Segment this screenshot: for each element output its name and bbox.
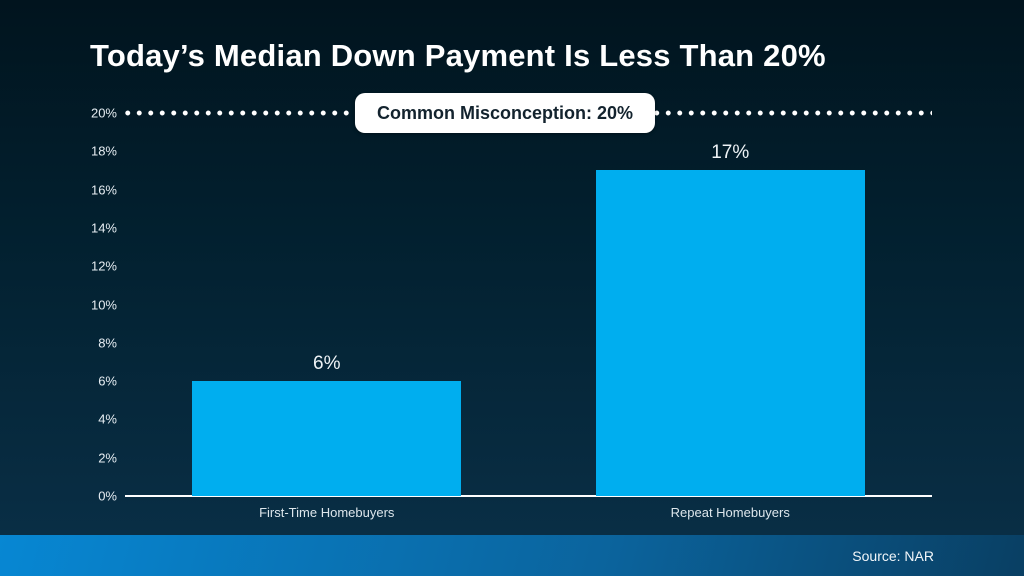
x-axis-labels: First-Time Homebuyers Repeat Homebuyers [125,505,932,525]
misconception-callout: Common Misconception: 20% [354,93,656,133]
footer-bar: Source: NAR [0,535,1024,576]
source-attribution: Source: NAR [852,547,934,564]
y-tick-label: 2% [98,450,117,466]
y-tick-label: 8% [98,335,117,351]
x-category-label: Repeat Homebuyers [670,505,790,520]
y-tick-label: 6% [98,373,117,389]
y-tick-label: 0% [98,488,117,504]
y-tick-label: 16% [90,182,117,198]
x-category-label: First-Time Homebuyers [259,505,395,520]
y-tick-label: 10% [90,297,117,312]
bar-1 [192,381,462,496]
y-tick-label: 14% [90,220,117,236]
x-axis-line [125,495,932,497]
bar-value-label: 17% [711,142,750,164]
chart-title: Today’s Median Down Payment Is Less Than… [90,38,826,73]
plot-area: 0% 2% 4% 6% 8% 10% 12% 14% 16% 18% 20% Common Misc… [91,93,932,520]
y-tick-label: 20% [90,105,117,121]
y-axis: 0% 2% 4% 6% 8% 10% 12% 14% 16% 18% 20% [59,106,117,504]
bar-2 [595,170,865,496]
y-tick-label: 18% [90,143,117,159]
y-tick-label: 4% [98,411,117,427]
y-tick-label: 12% [90,258,117,274]
bar-value-label: 6% [313,353,341,375]
